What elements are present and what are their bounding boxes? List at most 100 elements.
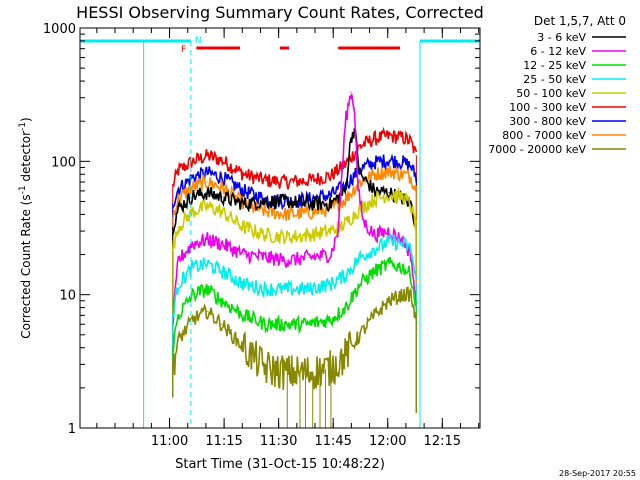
series-3-point-7	[286, 200, 288, 203]
series-8-point-15	[410, 294, 412, 296]
series-5-point-1	[177, 260, 179, 262]
series-1-point-4	[221, 176, 223, 178]
series-4-point-2	[192, 210, 194, 213]
series-8-point-11	[359, 334, 361, 336]
series-3-point-1	[177, 208, 179, 210]
marker-label-1: N	[195, 36, 202, 46]
x-tick-label-3: 11:45	[314, 434, 351, 449]
series-7-point-8	[308, 323, 310, 325]
series-4-point-16	[415, 226, 417, 228]
series-4-point-9	[330, 230, 332, 232]
y-axis-label-main: Corrected Count Rate (s	[19, 194, 33, 338]
series-8-point-16	[415, 323, 417, 325]
series-5-point-5	[243, 253, 245, 256]
series-0-point-3	[206, 155, 208, 157]
series-5-point-12	[350, 91, 352, 93]
series-1-point-0	[172, 203, 174, 205]
series-6-point-6	[264, 288, 267, 290]
series-5-point-13	[353, 107, 356, 109]
series-0-point-13	[388, 135, 390, 137]
series-5-point-9	[330, 253, 332, 256]
series-3-point-2	[192, 195, 194, 197]
series-7-point-12	[373, 270, 376, 272]
series-3-point-5	[243, 203, 245, 205]
series-3-point-17	[410, 203, 412, 205]
marker-label-0: F	[181, 45, 186, 55]
series-6-point-10	[344, 274, 347, 276]
series-5-point-7	[286, 260, 288, 262]
series-4-point-5	[243, 226, 245, 228]
legend-label-7: 800 - 7000 keV	[502, 129, 586, 142]
plot-frame	[79, 27, 481, 429]
series-2-point-15	[410, 176, 412, 178]
series-7	[171, 256, 418, 413]
series-3-point-4	[221, 196, 223, 198]
series-8-point-4	[221, 323, 223, 325]
series-6-point-5	[243, 283, 245, 285]
series-3-point-3	[206, 192, 208, 194]
series-0-point-2	[192, 160, 194, 162]
legend-label-2: 12 - 25 keV	[523, 59, 586, 72]
series-1-point-15	[410, 165, 412, 167]
series-2-point-0	[172, 216, 174, 218]
series-3-point-15	[388, 192, 390, 194]
series-5-point-11	[344, 120, 347, 122]
series-0-point-10	[344, 163, 347, 165]
series-5-point-4	[221, 243, 223, 245]
y-axis-label-exp1: -1	[18, 185, 28, 194]
y-axis-label-end: )	[19, 117, 33, 122]
series-6-point-11	[359, 256, 361, 259]
series-4-point-4	[221, 210, 223, 213]
series-6-point-4	[221, 270, 223, 272]
series-0-point-7	[286, 181, 288, 183]
legend-label-4: 50 - 100 keV	[516, 87, 586, 100]
series-4-point-1	[177, 226, 179, 228]
series-4-point-7	[286, 236, 288, 238]
series-7-point-11	[359, 283, 361, 285]
chart-title: HESSI Observing Summary Count Rates, Cor…	[76, 3, 484, 22]
series-8-point-0	[172, 363, 174, 365]
series-0-point-15	[410, 141, 412, 143]
series-7-point-3	[206, 288, 208, 290]
series-6-trace	[171, 231, 418, 318]
series-0-point-6	[264, 179, 267, 181]
series-2-point-6	[264, 210, 267, 213]
legend-label-0: 3 - 6 keV	[537, 31, 586, 44]
series-7-point-15	[410, 274, 412, 276]
x-tick-label-2: 11:30	[260, 434, 297, 449]
series-0-point-4	[221, 159, 223, 161]
series-6-point-13	[388, 241, 390, 243]
series-4-point-6	[264, 234, 267, 236]
series-6-point-15	[410, 248, 412, 250]
series-5-point-3	[206, 238, 208, 240]
series-7-point-1	[177, 314, 179, 316]
series-5-trace	[171, 93, 418, 327]
y-tick-label-3: 1000	[43, 22, 76, 37]
series-8-point-6	[264, 367, 267, 369]
series-7-point-13	[388, 263, 390, 265]
series-2-point-11	[359, 181, 361, 183]
series-8	[171, 286, 418, 413]
x-tick-label-5: 12:15	[424, 434, 461, 449]
series-5-point-10	[337, 230, 339, 232]
series-7-point-14	[403, 266, 405, 269]
series-3-point-6	[264, 200, 267, 203]
series-4-point-11	[359, 208, 361, 210]
series-5-point-2	[192, 243, 194, 245]
series-2-point-3	[206, 181, 208, 183]
series-6-point-8	[308, 288, 310, 290]
series-0-point-14	[403, 137, 405, 139]
series-4-point-8	[308, 234, 310, 236]
series-4-point-10	[344, 223, 347, 225]
series-5-point-6	[264, 256, 267, 259]
series-8-point-10	[344, 354, 347, 357]
series-0-point-11	[359, 145, 361, 147]
y-axis-label-exp2: -1	[18, 122, 28, 131]
series-7-point-10	[344, 306, 347, 309]
series-1-point-14	[403, 161, 405, 164]
series-2-point-12	[373, 173, 376, 175]
series-0-point-16	[415, 155, 417, 157]
